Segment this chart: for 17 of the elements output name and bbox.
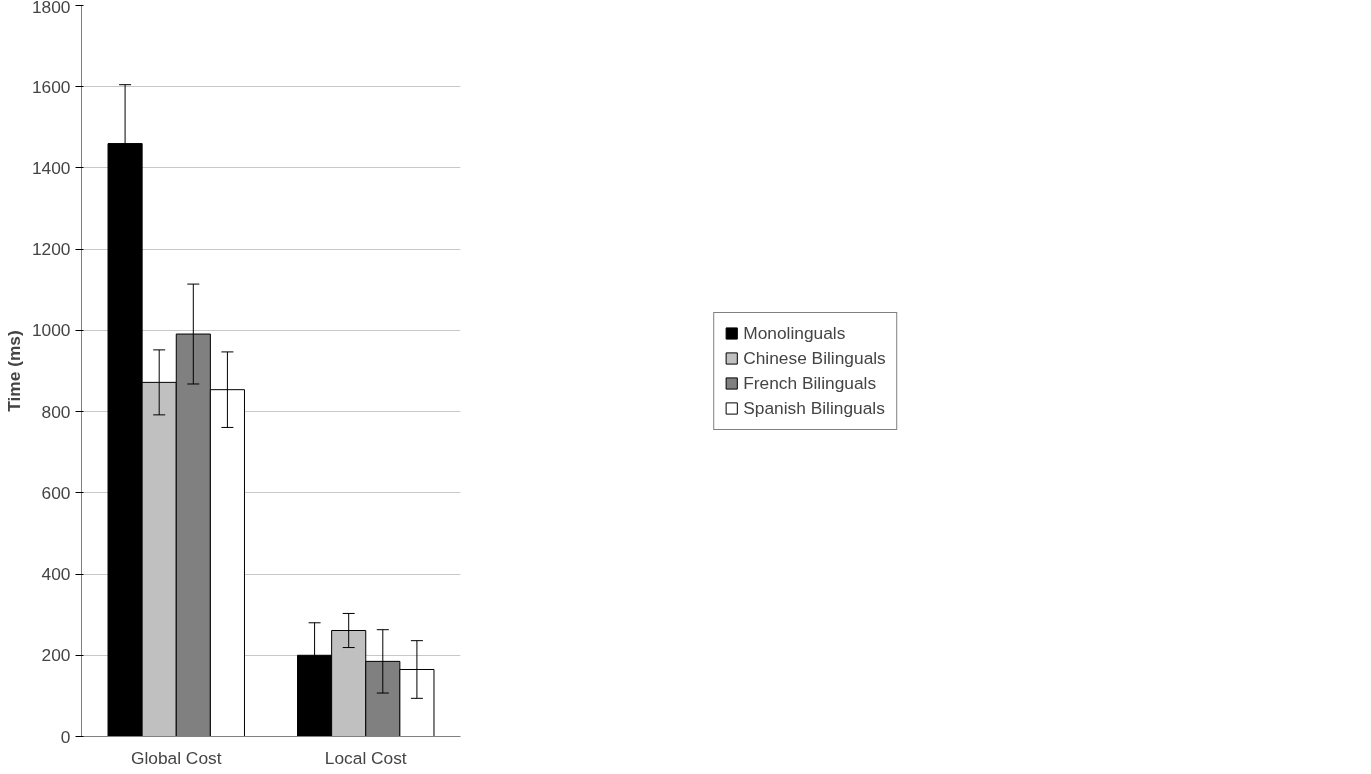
x-tick-label: Local Cost [324, 747, 407, 768]
legend-label: French Bilinguals [743, 372, 877, 394]
y-axis-title: Time (ms) [3, 330, 24, 412]
y-tick-label: 1600 [31, 76, 71, 97]
legend-label: Monolinguals [743, 322, 846, 344]
y-tick-label: 800 [41, 401, 71, 422]
y-tick-label: 400 [41, 564, 71, 585]
legend-label: Spanish Bilinguals [743, 397, 885, 419]
y-tick-label: 600 [41, 482, 71, 503]
y-tick-label: 1800 [31, 0, 71, 17]
y-tick-label: 1000 [31, 320, 71, 341]
y-tick-label: 0 [60, 726, 71, 747]
y-tick-label: 200 [41, 645, 71, 666]
y-tick-label: 1400 [31, 157, 71, 178]
legend-label: Chinese Bilinguals [743, 347, 886, 369]
x-tick-label: Global Cost [130, 747, 222, 768]
y-tick-label: 1200 [31, 239, 71, 260]
